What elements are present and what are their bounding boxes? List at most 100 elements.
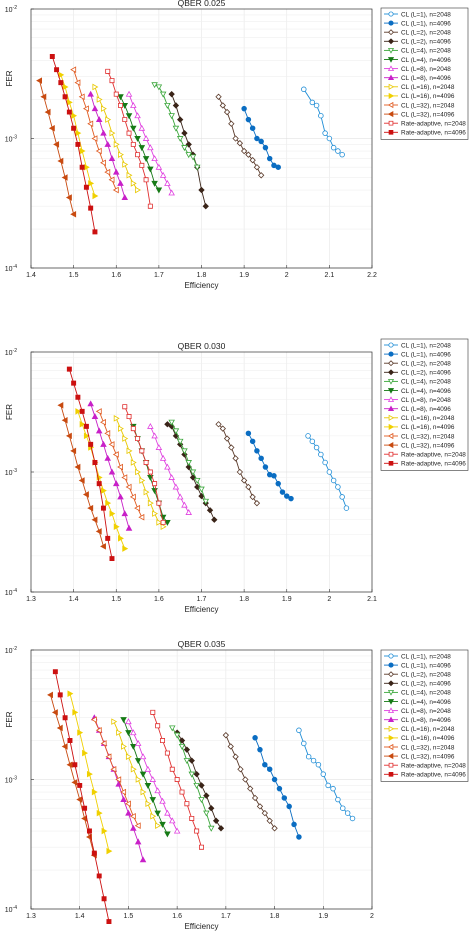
x-tick-label: 1.7 — [197, 596, 207, 603]
data-point — [138, 513, 145, 521]
data-point — [118, 535, 124, 542]
data-point — [82, 749, 89, 757]
legend-label: CL (L=4), n=4096 — [401, 57, 451, 64]
data-point — [232, 135, 239, 142]
data-point — [154, 810, 161, 817]
data-point — [261, 809, 268, 817]
data-point — [227, 743, 234, 750]
data-point — [313, 444, 320, 451]
legend-label: CL (L=2), n=4096 — [401, 681, 451, 688]
legend-box — [380, 338, 469, 471]
legend-label: CL (L=8), n=4096 — [401, 406, 451, 413]
data-point — [100, 740, 107, 747]
data-point — [117, 463, 123, 471]
legend-marker — [388, 360, 394, 367]
data-point — [349, 815, 356, 822]
data-point — [152, 510, 159, 517]
data-point — [164, 519, 171, 526]
series-cl-l-1-n-4096 — [245, 430, 294, 502]
data-point — [113, 141, 120, 148]
legend-box — [380, 649, 469, 782]
legend-marker — [387, 690, 395, 696]
y-tick-label: 10-3 — [5, 135, 17, 144]
data-point — [344, 810, 351, 816]
data-point — [150, 709, 156, 715]
y-tick-label: 10-4 — [5, 264, 17, 273]
data-point — [126, 171, 133, 179]
legend-label: CL (L=16), n=2048 — [401, 415, 455, 422]
data-point — [172, 428, 180, 435]
data-point — [275, 480, 281, 487]
data-point — [188, 771, 196, 778]
data-point — [117, 94, 124, 101]
series-cl-l-32-n-4096 — [57, 401, 106, 550]
series-line — [124, 406, 164, 523]
data-point — [129, 493, 136, 501]
chart-panel-3: 1.3 1.4 1.5 1.6 1.7 1.8 1.9 2 10-4 10-3 10-2 QBER 0… — [5, 639, 469, 931]
data-point — [86, 770, 93, 778]
series-cl-l-32-n-2048 — [95, 408, 145, 521]
data-point — [178, 737, 186, 744]
data-point — [40, 93, 47, 101]
data-point — [61, 174, 68, 181]
data-point — [240, 477, 248, 484]
data-point — [291, 821, 297, 828]
series-line — [113, 721, 159, 826]
data-point — [245, 430, 252, 437]
data-point — [194, 483, 201, 491]
series-rate-adaptive-n-4096 — [49, 53, 98, 235]
data-point — [87, 90, 94, 97]
data-point — [164, 102, 171, 109]
data-point — [48, 124, 55, 132]
data-point — [121, 743, 127, 750]
data-point — [276, 785, 283, 792]
data-point — [82, 491, 89, 498]
data-point — [112, 168, 120, 175]
data-point — [121, 102, 129, 109]
data-point — [118, 151, 124, 158]
legend-marker — [388, 120, 394, 126]
data-point — [168, 189, 175, 196]
data-point — [120, 788, 127, 796]
data-point — [113, 523, 120, 530]
series-cl-l-16-n-4096 — [67, 690, 113, 855]
data-point — [105, 499, 112, 507]
data-point — [245, 483, 252, 491]
data-point — [121, 510, 129, 517]
data-point — [79, 420, 86, 428]
data-point — [178, 743, 186, 750]
data-point — [150, 812, 157, 820]
data-point — [155, 723, 161, 729]
legend-marker — [388, 771, 394, 777]
data-point — [211, 516, 218, 523]
data-point — [44, 108, 51, 116]
data-point — [109, 510, 116, 517]
data-point — [134, 822, 141, 829]
series-rate-adaptive-n-2048 — [150, 709, 204, 850]
data-point — [168, 817, 176, 824]
legend-label: Rate-adaptive, n=4096 — [401, 130, 466, 137]
data-point — [62, 715, 68, 721]
legend-marker — [388, 725, 395, 732]
data-point — [100, 105, 107, 112]
data-point — [130, 426, 136, 432]
series-cl-l-1-n-2048 — [301, 86, 345, 158]
x-tick-label: 1.4 — [75, 913, 85, 920]
data-point — [108, 155, 116, 162]
data-point — [266, 817, 273, 824]
data-point — [253, 164, 261, 171]
legend-marker — [387, 101, 394, 109]
data-point — [249, 438, 256, 445]
data-point — [168, 725, 176, 732]
series-cl-l-16-n-2048 — [92, 83, 141, 194]
data-point — [91, 105, 99, 112]
data-point — [160, 738, 166, 743]
data-point — [147, 166, 154, 173]
legend-marker — [388, 734, 395, 741]
data-point — [121, 194, 129, 201]
data-point — [53, 141, 60, 148]
data-point — [258, 138, 264, 145]
data-point — [139, 477, 146, 484]
data-point — [151, 180, 158, 187]
series-line — [254, 737, 300, 838]
